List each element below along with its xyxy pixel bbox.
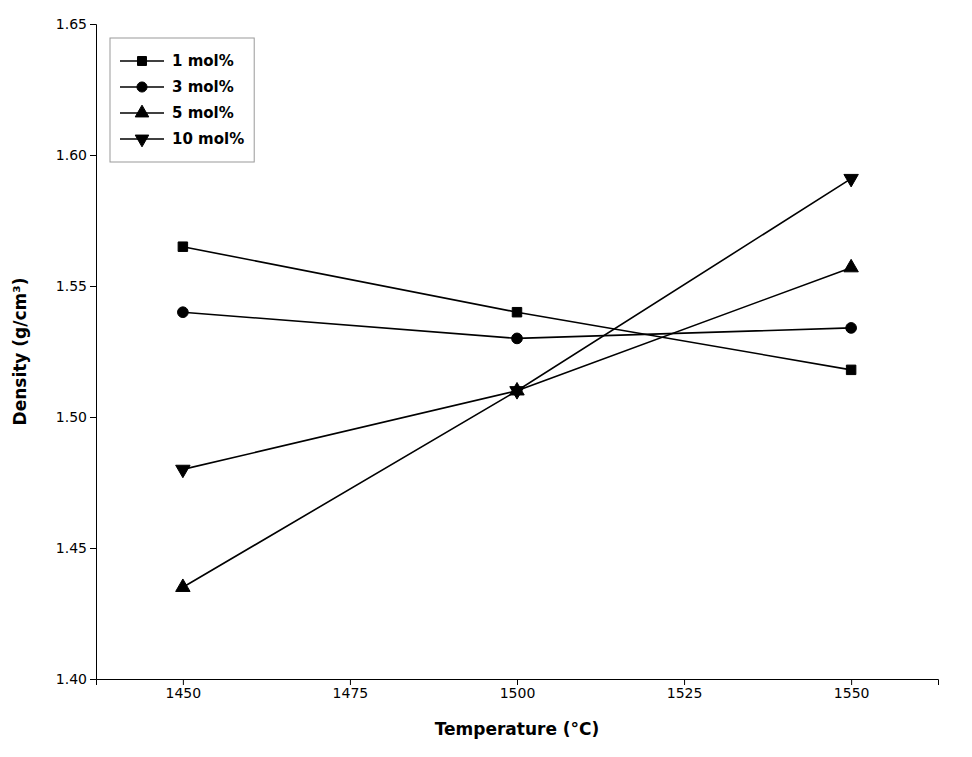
y-axis-title: Density (g/cm³) <box>10 278 30 426</box>
point <box>178 307 189 318</box>
tick-label: 1525 <box>667 685 703 701</box>
marks <box>176 174 859 591</box>
point <box>512 333 523 344</box>
point <box>846 323 857 334</box>
tick-mark <box>90 155 96 156</box>
legend-label: 10 mol% <box>172 130 244 148</box>
tick: 1.65 <box>56 16 96 32</box>
tick-label: 1550 <box>834 685 870 701</box>
point <box>176 579 190 591</box>
tick: 1.40 <box>56 671 96 687</box>
series-line <box>183 268 851 588</box>
tick: 1.45 <box>56 540 96 556</box>
legend-item: 3 mol% <box>120 78 234 96</box>
x-axis: 1450 1475 1500 1525 1550 <box>97 679 939 701</box>
legend-symbol <box>135 135 149 147</box>
tick: 1.50 <box>56 409 96 425</box>
point <box>844 259 858 271</box>
legend-item: 5 mol% <box>120 104 234 122</box>
tick-mark <box>90 679 96 680</box>
tick-label: 1.50 <box>56 409 87 425</box>
legend: 1 mol% 3 mol% 5 mol% 10 mol% <box>110 38 254 162</box>
tick-label: 1.65 <box>56 16 87 32</box>
point <box>510 387 524 399</box>
tick: 1450 <box>166 679 202 701</box>
tick: 1500 <box>500 679 536 701</box>
tick-label: 1500 <box>500 685 536 701</box>
legend-frame <box>110 38 254 162</box>
tick-mark <box>90 286 96 287</box>
tick-label: 1.60 <box>56 147 87 163</box>
point <box>846 365 855 374</box>
point <box>176 465 190 477</box>
point <box>512 307 521 316</box>
legend-label: 1 mol% <box>172 52 234 70</box>
legend-symbol <box>137 82 147 92</box>
legend-symbol <box>135 105 149 117</box>
chart: 1450 1475 1500 1525 1550 1.40 1.45 1.50 1.55 1.60… <box>0 0 972 757</box>
legend-item: 10 mol% <box>120 130 244 148</box>
x-axis-title: Temperature (°C) <box>435 719 600 739</box>
tick-label: 1.55 <box>56 278 87 294</box>
series-line <box>183 247 851 370</box>
tick-label: 1.45 <box>56 540 87 556</box>
legend-label: 5 mol% <box>172 104 234 122</box>
tick-mark <box>90 548 96 549</box>
tick-label: 1475 <box>333 685 369 701</box>
axis-line <box>90 25 97 680</box>
tick: 1.60 <box>56 147 96 163</box>
legend-label: 3 mol% <box>172 78 234 96</box>
legend-symbol <box>138 57 147 66</box>
tick-label: 1450 <box>166 685 202 701</box>
tick: 1525 <box>667 679 703 701</box>
tick-mark <box>90 417 96 418</box>
tick: 1.55 <box>56 278 96 294</box>
legend-item: 1 mol% <box>120 52 234 70</box>
tick: 1475 <box>333 679 369 701</box>
tick-label: 1.40 <box>56 671 87 687</box>
tick-mark <box>90 24 96 25</box>
series-line <box>183 179 851 470</box>
point <box>844 174 858 186</box>
tick: 1550 <box>834 679 870 701</box>
point <box>178 242 187 251</box>
y-axis: 1.40 1.45 1.50 1.55 1.60 1.65 <box>56 16 97 687</box>
plot: 1450 1475 1500 1525 1550 1.40 1.45 1.50 1.55 1.60… <box>56 16 939 701</box>
